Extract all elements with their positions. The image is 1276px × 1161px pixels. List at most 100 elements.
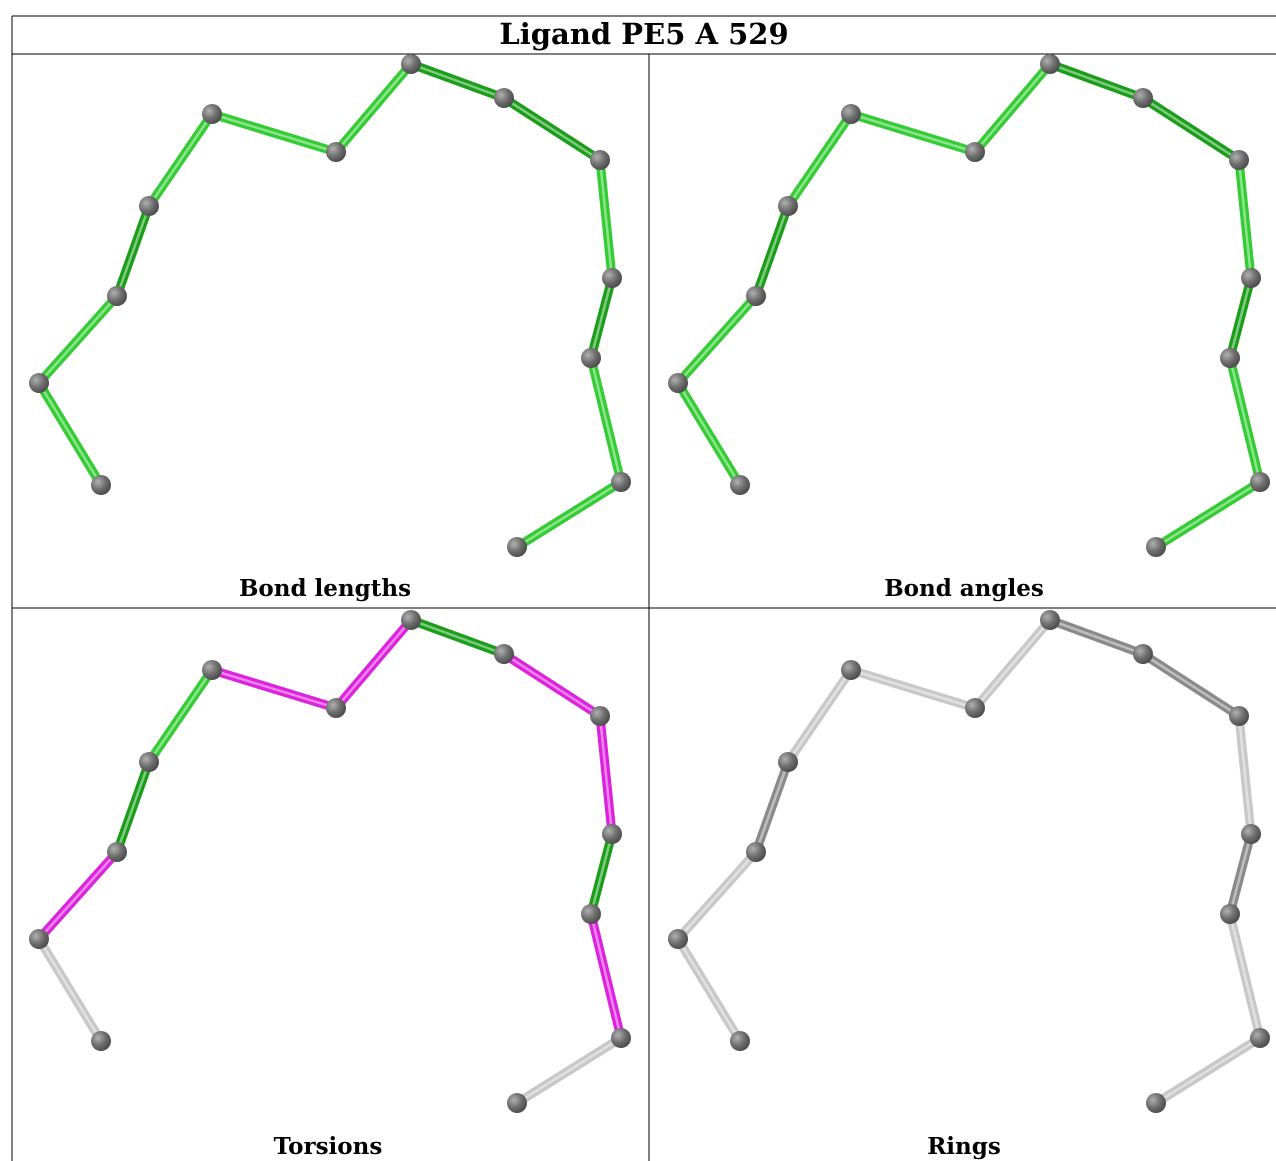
bond-lengths-bond-11-highlight — [589, 356, 623, 484]
torsions-atom-3 — [107, 842, 127, 862]
torsions-bond-10 — [586, 829, 617, 919]
rings-bond-2 — [673, 847, 761, 944]
bond-angles-bond-3 — [751, 201, 793, 301]
torsions-bond-2-highlight — [37, 850, 119, 941]
torsions-atom-10 — [602, 824, 622, 844]
rings-atom-12 — [1250, 1028, 1270, 1048]
rings-atom-9 — [1229, 706, 1249, 726]
rings-atom-4 — [778, 752, 798, 772]
bond-lengths-atom-3 — [107, 286, 127, 306]
torsions-bond-12-highlight — [515, 1036, 623, 1105]
torsions-bond-2 — [34, 847, 122, 944]
bond-angles-atom-1 — [730, 475, 750, 495]
bond-lengths-bond-7-highlight — [409, 62, 506, 100]
torsions-atom-4 — [139, 752, 159, 772]
bond-angles-bond-5 — [846, 109, 980, 157]
torsions-bond-8 — [499, 649, 605, 721]
bond-angles-atom-2 — [668, 373, 688, 393]
rings-bond-12-highlight — [1154, 1036, 1262, 1105]
torsions-bond-10-highlight — [589, 832, 614, 916]
bond-lengths-bond-6-highlight — [334, 62, 413, 154]
bond-angles-atom-11 — [1220, 348, 1240, 368]
torsions-bond-8-highlight — [502, 652, 602, 718]
bond-angles-bond-6 — [970, 59, 1055, 157]
torsions-atoms — [29, 610, 631, 1113]
bond-angles-bond-1 — [673, 378, 745, 490]
torsions-atom-12 — [611, 1028, 631, 1048]
bond-angles-bond-1-highlight — [676, 381, 742, 487]
rings-bond-9 — [1234, 711, 1256, 839]
bond-angles-bond-6-highlight — [973, 62, 1052, 154]
rings-atom-11 — [1220, 904, 1240, 924]
bond-lengths-bond-7 — [406, 59, 509, 103]
bond-lengths-atoms — [29, 54, 631, 557]
bond-angles-bond-7 — [1045, 59, 1148, 103]
rings-atom-7 — [1040, 610, 1060, 630]
torsions-atom-13 — [507, 1093, 527, 1113]
bond-angles-bond-9 — [1234, 155, 1256, 283]
bond-lengths-bond-8-highlight — [502, 96, 602, 162]
bond-lengths-bond-5 — [207, 109, 341, 157]
bond-angles-atom-5 — [841, 104, 861, 124]
bond-angles-bond-10-highlight — [1228, 276, 1253, 360]
bond-angles-bond-11 — [1225, 353, 1265, 487]
bond-lengths-atom-12 — [611, 472, 631, 492]
bond-angles-atom-9 — [1229, 150, 1249, 170]
rings-atoms — [668, 610, 1270, 1113]
bond-lengths-atom-11 — [581, 348, 601, 368]
rings-atom-13 — [1146, 1093, 1166, 1113]
rings-atom-1 — [730, 1031, 750, 1051]
torsions-bond-6-highlight — [334, 618, 413, 710]
bond-angles-bond-2-highlight — [676, 294, 758, 385]
bond-lengths-bond-2-highlight — [37, 294, 119, 385]
panel-torsions: Torsions — [29, 610, 631, 1160]
rings-bond-12 — [1151, 1033, 1265, 1108]
torsions-atom-5 — [202, 660, 222, 680]
torsions-atom-11 — [581, 904, 601, 924]
rings-bond-6 — [970, 615, 1055, 713]
bond-angles-atom-4 — [778, 196, 798, 216]
panel-label-bond-angles: Bond angles — [884, 575, 1044, 602]
torsions-bond-6 — [331, 615, 416, 713]
bond-lengths-bond-3-highlight — [115, 204, 151, 298]
panel-bond-angles: Bond angles — [668, 54, 1270, 602]
bond-lengths-bond-2 — [34, 291, 122, 388]
torsions-bond-4-highlight — [147, 668, 214, 764]
torsions-bond-7-highlight — [409, 618, 506, 656]
bond-angles-atom-8 — [1133, 88, 1153, 108]
bond-lengths-bond-4 — [144, 109, 217, 211]
torsions-bond-3-highlight — [115, 760, 151, 854]
bond-lengths-bond-1-highlight — [37, 381, 103, 487]
bond-angles-bond-12-highlight — [1154, 480, 1262, 549]
rings-atom-3 — [746, 842, 766, 862]
torsions-bond-9-highlight — [598, 714, 614, 836]
rings-bond-6-highlight — [973, 618, 1052, 710]
bond-lengths-atom-6 — [326, 142, 346, 162]
bond-angles-bond-2 — [673, 291, 761, 388]
bond-angles-bond-10 — [1225, 273, 1256, 363]
bond-angles-bond-7-highlight — [1048, 62, 1145, 100]
rings-bond-8-highlight — [1141, 652, 1241, 718]
bond-angles-bond-5-highlight — [849, 112, 977, 154]
bond-lengths-bond-10-highlight — [589, 276, 614, 360]
bond-lengths-atom-13 — [507, 537, 527, 557]
rings-atom-6 — [965, 698, 985, 718]
bond-lengths-bonds — [34, 59, 626, 552]
bond-angles-atom-3 — [746, 286, 766, 306]
rings-bond-10 — [1225, 829, 1256, 919]
torsions-bond-11 — [586, 909, 626, 1043]
torsions-atom-6 — [326, 698, 346, 718]
rings-bond-11 — [1225, 909, 1265, 1043]
torsions-bond-5-highlight — [210, 668, 338, 710]
rings-atom-8 — [1133, 644, 1153, 664]
bond-angles-bond-8 — [1138, 93, 1244, 165]
rings-bond-10-highlight — [1228, 832, 1253, 916]
bond-lengths-bond-8 — [499, 93, 605, 165]
rings-bond-1-highlight — [676, 937, 742, 1043]
bond-angles-atoms — [668, 54, 1270, 557]
rings-atom-10 — [1241, 824, 1261, 844]
bond-angles-bond-4 — [783, 109, 856, 211]
bond-angles-bond-9-highlight — [1237, 158, 1253, 280]
torsions-bond-12 — [512, 1033, 626, 1108]
